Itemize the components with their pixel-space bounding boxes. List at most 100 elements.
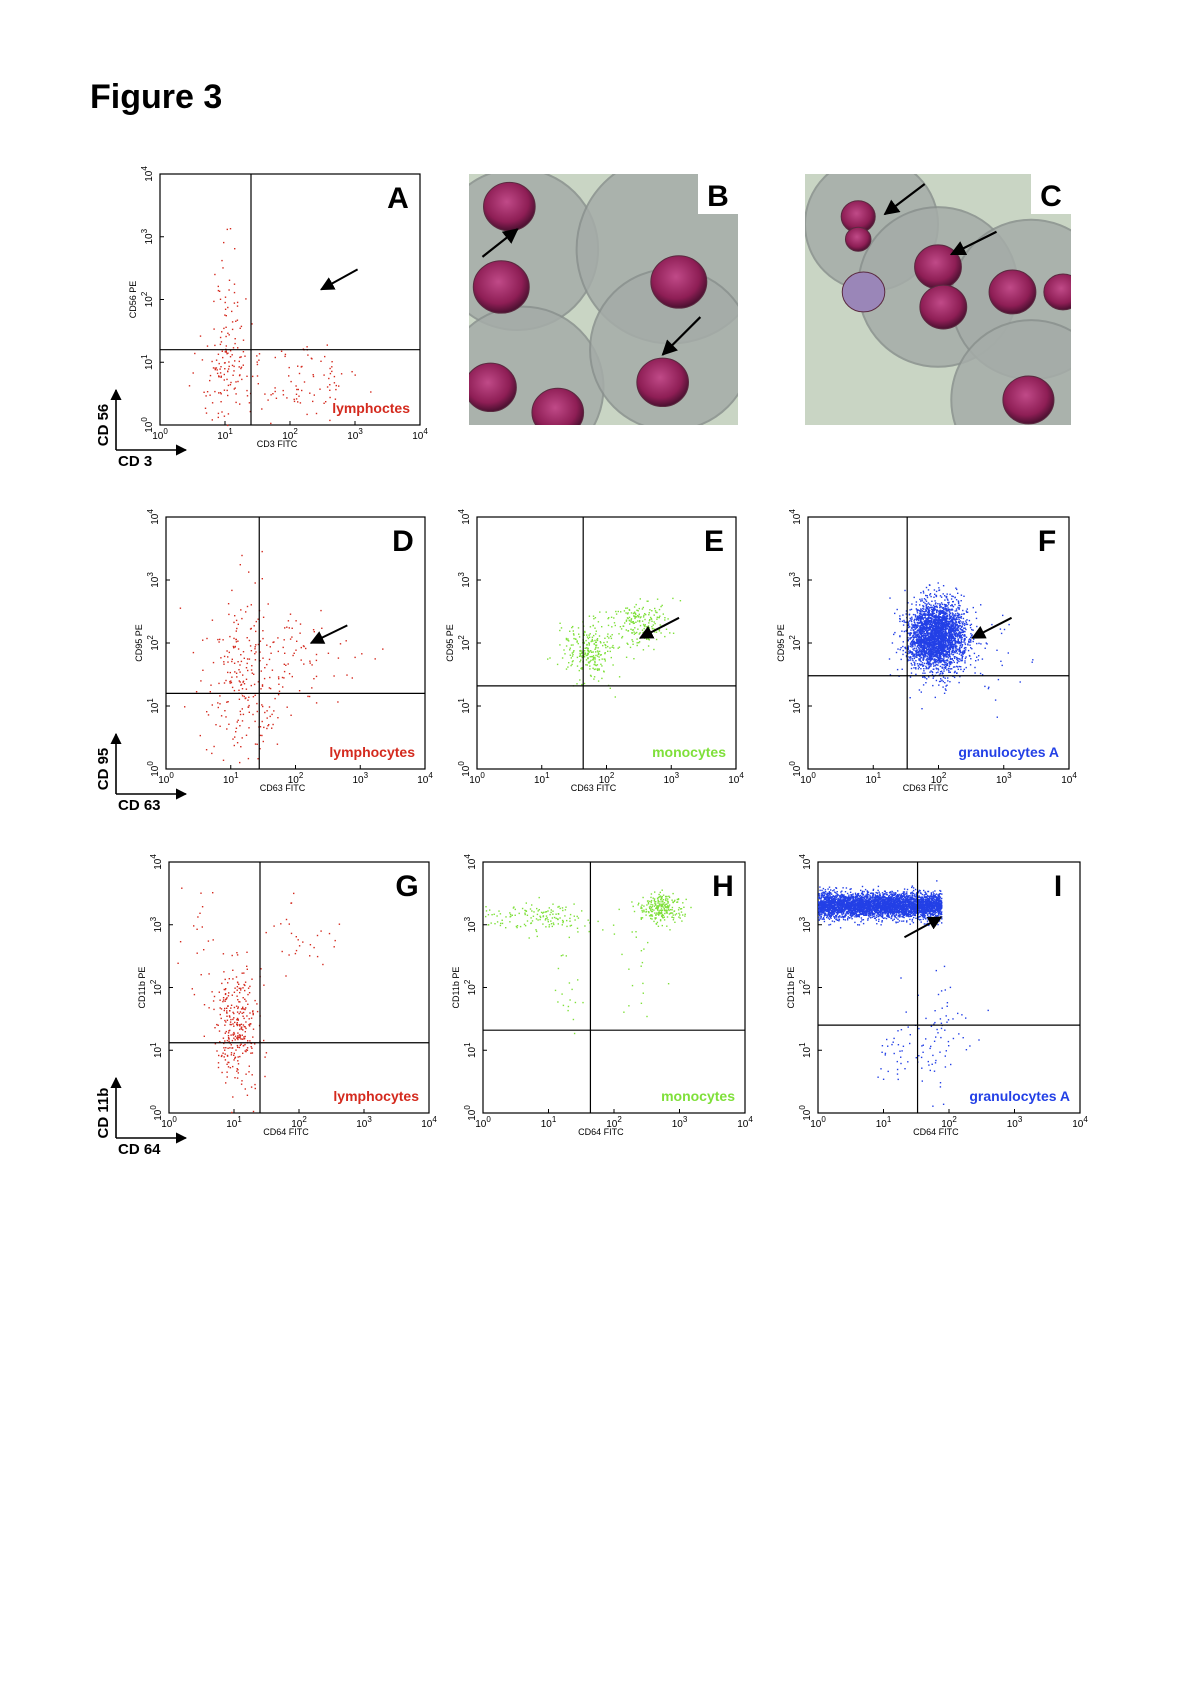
event-dot — [952, 649, 954, 651]
event-dot — [969, 624, 971, 626]
event-dot — [559, 917, 561, 919]
event-dot — [948, 671, 950, 673]
event-dot — [225, 988, 227, 990]
event-dot — [925, 622, 927, 624]
event-dot — [960, 660, 962, 662]
event-dot — [253, 683, 256, 686]
event-dot — [931, 671, 933, 673]
event-dot — [919, 613, 922, 615]
event-dot — [942, 640, 944, 642]
event-dot — [946, 605, 949, 607]
event-dot — [241, 972, 243, 974]
event-dot — [524, 909, 526, 912]
event-dot — [627, 643, 629, 645]
event-dot — [233, 1006, 236, 1009]
population-label: lymphocytes — [333, 1088, 419, 1104]
event-dot — [970, 647, 972, 649]
event-dot — [946, 617, 948, 619]
event-dot — [907, 652, 909, 655]
event-dot — [910, 651, 912, 654]
event-dot — [220, 393, 222, 395]
event-dot — [912, 626, 914, 628]
event-dot — [222, 1052, 224, 1054]
event-dot — [248, 1025, 251, 1027]
event-dot — [930, 606, 933, 608]
event-dot — [938, 611, 940, 613]
event-dot — [245, 298, 247, 300]
event-dot — [925, 609, 927, 611]
event-dot — [937, 643, 939, 645]
event-dot — [916, 645, 919, 647]
event-dot — [635, 603, 637, 606]
event-dot — [680, 911, 683, 913]
event-dot — [962, 634, 964, 636]
event-dot — [581, 651, 583, 654]
event-dot — [284, 353, 287, 356]
event-dot — [588, 642, 590, 645]
event-dot — [496, 921, 499, 923]
event-dot — [255, 644, 257, 646]
event-dot — [228, 361, 230, 363]
event-dot — [239, 1055, 241, 1058]
event-dot — [949, 656, 951, 658]
event-dot — [915, 639, 918, 641]
event-dot — [941, 632, 943, 635]
event-dot — [943, 617, 945, 619]
event-dot — [271, 669, 274, 671]
event-dot — [931, 610, 933, 612]
event-dot — [920, 628, 922, 630]
event-dot — [580, 655, 582, 657]
event-dot — [233, 1037, 235, 1039]
event-dot — [550, 909, 552, 911]
event-dot — [266, 663, 268, 666]
event-dot — [963, 649, 965, 652]
tick-exponent: 0 — [480, 771, 485, 780]
event-dot — [936, 635, 938, 638]
event-dot — [243, 1008, 245, 1010]
event-dot — [939, 609, 941, 611]
dot-cloud — [179, 550, 384, 764]
event-dot — [922, 632, 924, 634]
event-dot — [920, 644, 922, 646]
event-dot — [657, 896, 660, 899]
event-dot — [925, 608, 927, 610]
tick-label: 100 — [158, 771, 174, 786]
event-dot — [585, 659, 588, 661]
event-dot — [934, 648, 936, 650]
event-dot — [943, 666, 945, 669]
event-dot — [625, 620, 628, 622]
event-dot — [959, 620, 962, 622]
event-dot — [953, 617, 955, 620]
event-dot — [638, 641, 641, 643]
x-axis-label: CD63 FITC — [903, 783, 949, 793]
event-dot — [505, 916, 507, 918]
event-dot — [240, 325, 243, 328]
event-dot — [960, 666, 962, 668]
event-dot — [242, 674, 244, 676]
event-dot — [228, 978, 230, 980]
event-dot — [941, 652, 943, 654]
event-dot — [941, 659, 943, 662]
event-dot — [907, 626, 910, 629]
event-dot — [920, 643, 922, 645]
event-dot — [519, 925, 522, 928]
event-dot — [201, 926, 203, 928]
event-dot — [236, 1037, 239, 1039]
tick-base: 10 — [144, 233, 155, 245]
event-dot — [633, 622, 635, 624]
event-dot — [588, 930, 590, 933]
event-dot — [937, 639, 939, 642]
event-dot — [229, 635, 231, 638]
event-dot — [587, 652, 589, 655]
event-dot — [200, 974, 202, 976]
event-dot — [239, 681, 241, 683]
event-dot — [239, 761, 241, 764]
tick-base: 10 — [288, 775, 300, 786]
event-dot — [912, 635, 914, 637]
event-dot — [222, 1000, 224, 1003]
event-dot — [941, 618, 944, 620]
event-dot — [231, 1039, 234, 1042]
event-dot — [961, 659, 963, 662]
event-dot — [929, 633, 932, 636]
event-dot — [231, 954, 233, 957]
